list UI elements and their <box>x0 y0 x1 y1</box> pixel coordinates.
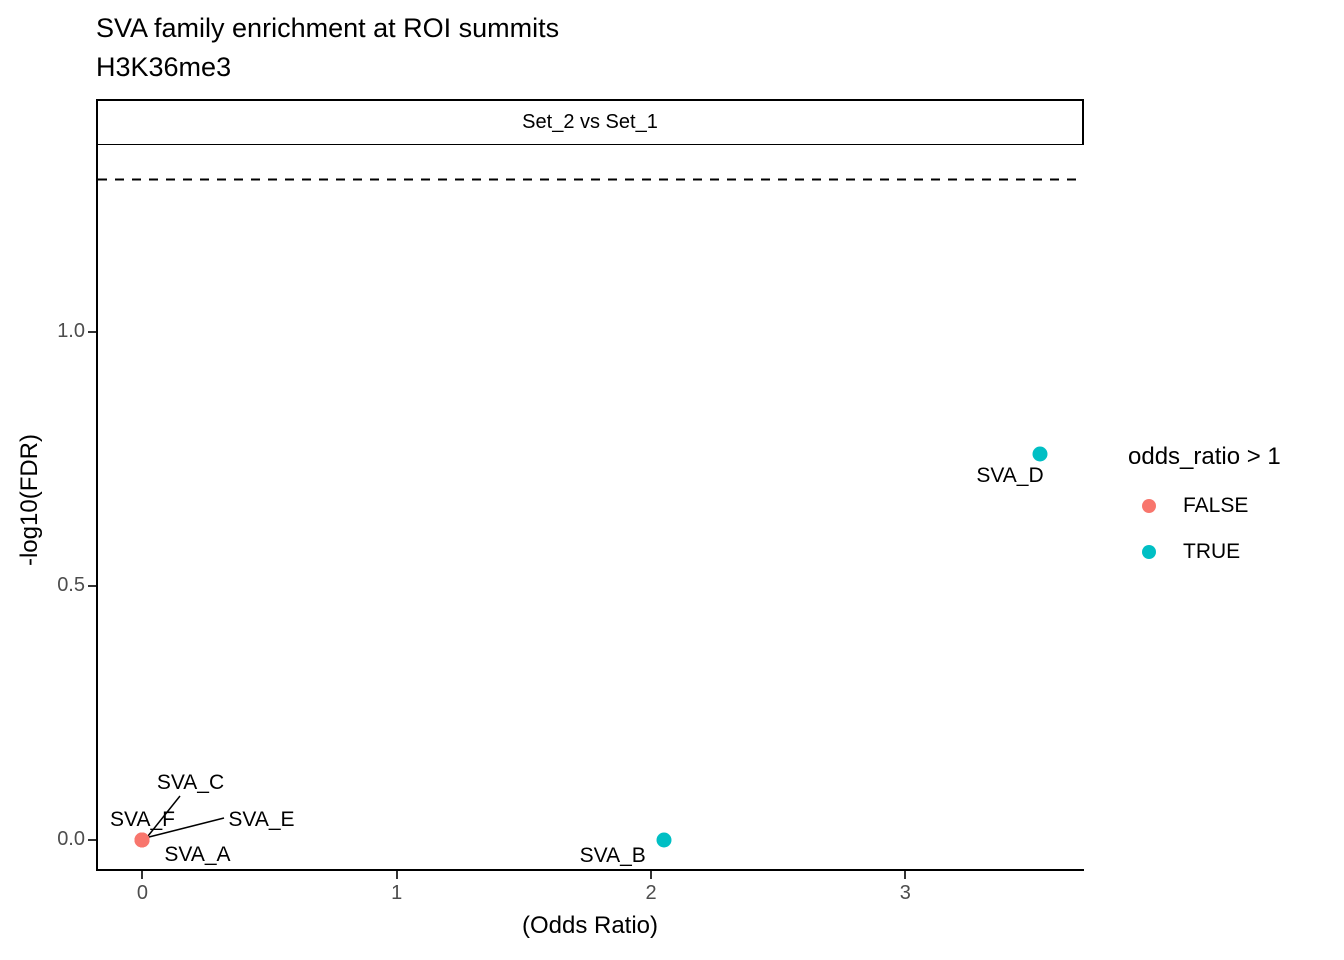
legend-label-true: TRUE <box>1183 540 1241 563</box>
x-tick-mark <box>141 871 144 879</box>
y-tick-label: 1.0 <box>57 320 85 343</box>
legend-item-false: FALSE <box>1128 489 1281 523</box>
x-axis-title: (Odds Ratio) <box>521 912 659 939</box>
plot-panel: SVA_A SVA_B SVA_C SVA_D SVA_E SVA_F <box>96 145 1084 871</box>
point-label-sva_d: SVA_D <box>976 464 1044 488</box>
x-tick-mark <box>904 871 907 879</box>
x-tick-mark <box>395 871 398 879</box>
data-point-sva_f <box>134 832 150 848</box>
point-label-sva_a: SVA_A <box>164 843 231 867</box>
y-tick-mark <box>88 839 96 842</box>
panel-lines-layer <box>98 178 1084 838</box>
y-axis-title: -log10(FDR) <box>16 433 43 567</box>
legend-title: odds_ratio > 1 <box>1128 443 1281 470</box>
plot-subtitle: H3K36me3 <box>96 52 232 82</box>
point-label-sva_b: SVA_B <box>579 844 646 868</box>
data-point-sva_b <box>656 832 672 848</box>
plot-title: SVA family enrichment at ROI summits <box>96 13 560 43</box>
legend-items: FALSE TRUE <box>1128 489 1281 569</box>
legend: odds_ratio > 1 FALSE TRUE <box>1128 443 1281 569</box>
x-tick-label: 3 <box>899 882 911 904</box>
x-tick-mark <box>650 871 652 879</box>
y-tick-mark <box>88 331 96 334</box>
point-label-sva_e: SVA_E <box>228 808 295 832</box>
data-point-sva_d <box>1032 446 1048 462</box>
legend-swatch-false <box>1142 499 1156 513</box>
x-tick-label: 0 <box>136 882 149 904</box>
point-label-sva_c: SVA_C <box>156 771 225 795</box>
y-tick-label: 0.5 <box>57 574 85 597</box>
legend-swatch-true <box>1142 545 1156 559</box>
point-label-sva_f: SVA_F <box>110 808 175 832</box>
x-tick-label: 2 <box>645 882 657 904</box>
facet-strip-label: Set_2 vs Set_1 <box>522 111 658 133</box>
y-tick-label: 0.0 <box>57 828 85 851</box>
y-tick-mark <box>88 585 96 588</box>
legend-label-false: FALSE <box>1183 494 1249 517</box>
x-tick-label: 1 <box>391 882 403 904</box>
legend-item-true: TRUE <box>1128 535 1281 569</box>
facet-strip: Set_2 vs Set_1 <box>96 99 1084 146</box>
